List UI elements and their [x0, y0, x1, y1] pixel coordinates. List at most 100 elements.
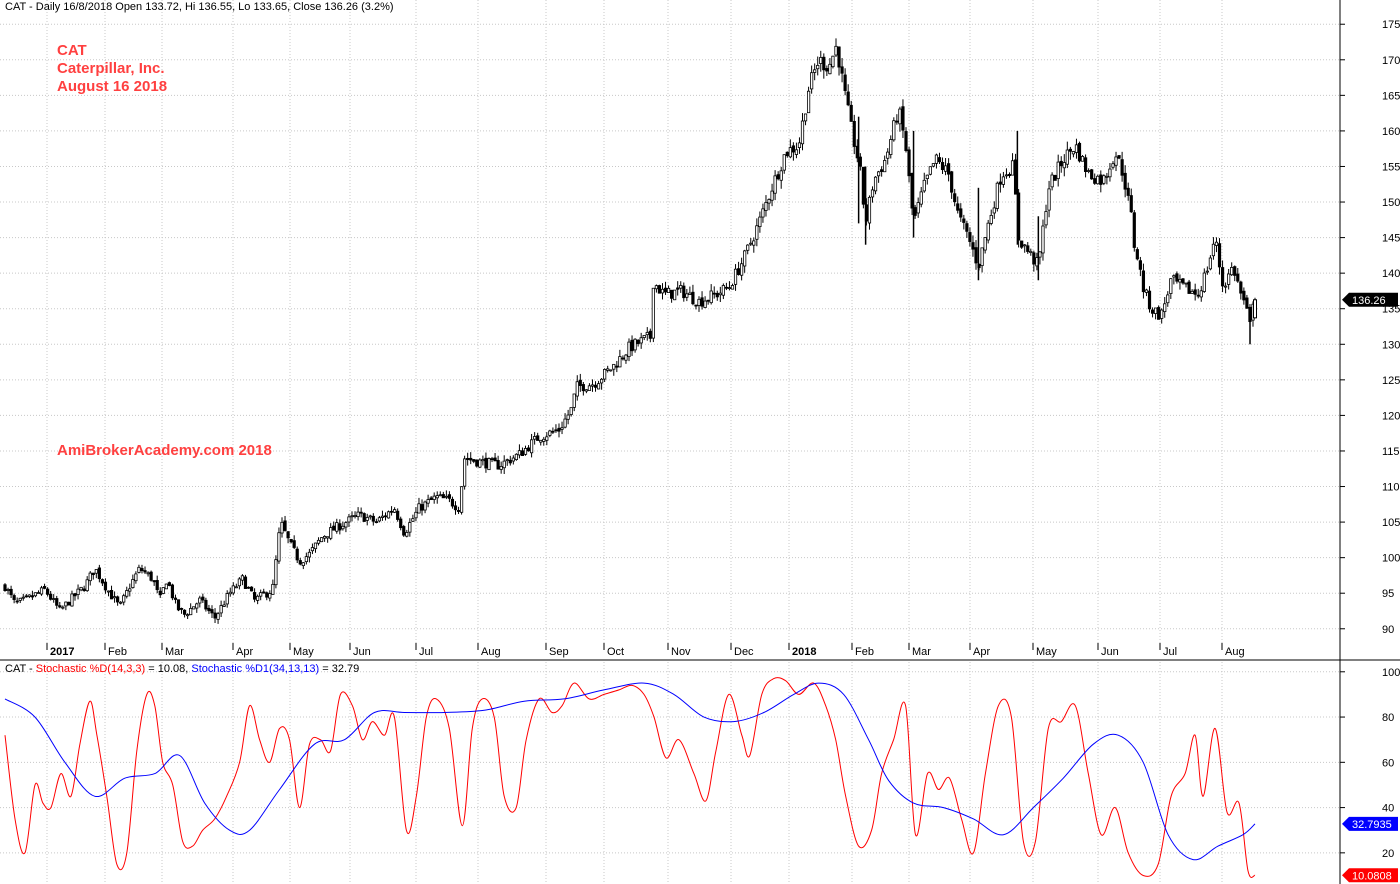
candle-body: [332, 525, 336, 531]
candle-body: [423, 501, 427, 511]
price-tick-label: 95: [1382, 588, 1394, 600]
candle-body: [776, 174, 780, 180]
candle-body: [128, 588, 132, 592]
candle-body: [256, 595, 260, 601]
candle-body: [870, 189, 875, 198]
candle-body: [843, 74, 847, 91]
annotation-company: Caterpillar, Inc.: [57, 60, 165, 77]
candle-body: [1065, 149, 1069, 165]
candle-body: [901, 106, 905, 131]
candle-body: [420, 504, 424, 511]
candle-body: [654, 285, 658, 290]
candle-body: [529, 439, 534, 454]
candle-body: [6, 589, 10, 591]
candle-body: [88, 572, 92, 582]
candle-body: [33, 592, 38, 597]
candle-body: [447, 494, 452, 499]
candle-body: [1105, 175, 1109, 178]
candle-body: [149, 571, 153, 581]
stoch-d1-line: [4, 682, 1256, 861]
candle-body: [12, 595, 16, 600]
candle-body: [1087, 170, 1091, 172]
candle-body: [249, 586, 254, 592]
month-label: May: [293, 646, 314, 658]
candle-body: [1077, 142, 1082, 162]
candle-body: [1199, 290, 1203, 298]
last-close-tag: 136.26: [1342, 292, 1398, 307]
candle-body: [803, 113, 808, 122]
candle-body: [46, 588, 50, 595]
candle-body: [228, 591, 232, 595]
candle-body: [289, 538, 293, 543]
month-label: Nov: [671, 646, 691, 658]
candle-body: [42, 586, 47, 589]
candle-body: [219, 605, 223, 614]
candle-body: [353, 515, 357, 517]
candle-body: [417, 503, 421, 514]
candle-body: [438, 494, 442, 497]
candle-body: [947, 163, 951, 175]
candle-body: [1172, 275, 1176, 278]
candle-body: [569, 407, 573, 415]
candle-body: [1153, 307, 1158, 314]
candle-body: [310, 547, 315, 552]
candle-body: [539, 439, 543, 443]
candle-body: [1013, 159, 1018, 195]
candle-body: [743, 250, 747, 267]
stochastic-header: CAT - Stochastic %D(14,3,3) = 10.08, Sto…: [5, 663, 359, 675]
candle-body: [463, 458, 467, 487]
price-tick-label: 100: [1382, 553, 1400, 565]
candle-body: [584, 389, 588, 392]
month-label: Aug: [1225, 646, 1245, 658]
stoch-d-tag: 10.0808: [1342, 868, 1398, 883]
candle-body: [892, 120, 896, 141]
stoch-d-line: [4, 677, 1256, 878]
candle-body: [389, 510, 394, 513]
candle-body: [55, 598, 59, 606]
candle-body: [962, 218, 966, 223]
candle-body: [904, 131, 908, 152]
candle-body: [581, 384, 585, 392]
month-label: Jun: [1101, 646, 1119, 658]
candle-body: [831, 55, 835, 68]
month-label: Jul: [1163, 646, 1177, 658]
candle-body: [283, 520, 287, 531]
candle-body: [499, 466, 503, 470]
candle-body: [402, 526, 406, 536]
candle-body: [112, 596, 117, 599]
candle-body: [1224, 285, 1228, 288]
candle-body: [481, 459, 485, 462]
candle-body: [746, 244, 750, 251]
candle-body: [806, 90, 811, 114]
candle-body: [1114, 156, 1118, 166]
candle-body: [980, 247, 984, 267]
stoch-axis-labels: 20 40 60 80 100: [1340, 667, 1400, 860]
candle-body: [490, 458, 494, 461]
candle-body: [487, 458, 491, 471]
price-tick-label: 125: [1382, 375, 1400, 387]
candle-body: [971, 242, 975, 250]
candle-body: [243, 576, 248, 589]
candle-body: [335, 522, 339, 532]
candle-body: [1123, 172, 1127, 190]
candle-body: [85, 579, 89, 592]
candle-body: [572, 393, 576, 408]
candle-body: [1074, 144, 1079, 153]
candle-body: [380, 515, 385, 518]
candle-body: [368, 515, 372, 518]
candle-body: [548, 430, 552, 436]
price-header: CAT - Daily 16/8/2018 Open 133.72, Hi 13…: [5, 1, 394, 13]
candle-body: [1178, 278, 1182, 283]
candle-body: [998, 181, 1002, 185]
candle-body: [469, 457, 473, 461]
price-tick-label: 90: [1382, 624, 1394, 636]
candle-body: [441, 494, 445, 499]
month-label: Aug: [481, 646, 501, 658]
candle-body: [134, 573, 138, 582]
candle-body: [788, 147, 792, 158]
candle-body: [359, 511, 363, 514]
candle-body: [800, 120, 805, 145]
annotation-symbol: CAT: [57, 42, 87, 59]
candle-body: [292, 540, 296, 548]
candle-body: [606, 368, 610, 371]
